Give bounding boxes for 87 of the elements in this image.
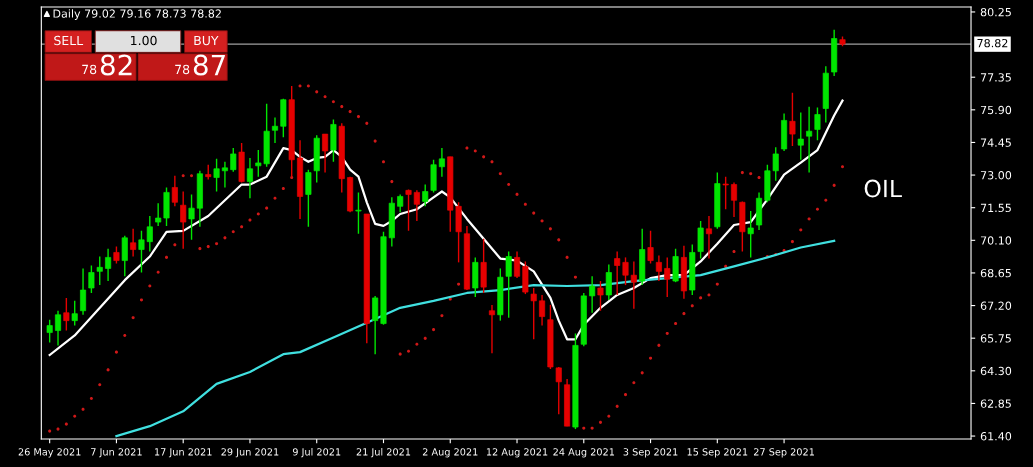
x-tick-label: 26 May 2021 [18, 448, 81, 458]
annotation: 82 [100, 54, 132, 76]
line-series [48, 99, 844, 357]
candlestick [221, 161, 228, 189]
y-tick-label: 61.40 [980, 432, 1012, 441]
annotation: BUY [194, 35, 219, 46]
y-tick-label: 62.85 [980, 399, 1011, 408]
x-tick-label: 29 Jun 2021 [221, 448, 279, 458]
x-tick-label: 9 Jul 2021 [292, 448, 341, 458]
candlestick [539, 294, 546, 327]
candlestick [597, 280, 604, 312]
x-tick-label: 24 Aug 2021 [553, 448, 615, 458]
candlestick [405, 188, 412, 232]
candlestick [789, 92, 796, 147]
candlestick [63, 297, 70, 332]
candlestick [180, 190, 187, 250]
candlestick [605, 263, 612, 301]
candlestick [246, 157, 253, 199]
candlestick [422, 183, 429, 208]
candlestick [413, 189, 420, 222]
candlestick [647, 230, 654, 265]
candlestick [797, 111, 804, 161]
candlestick [171, 175, 178, 208]
candlestick [806, 105, 813, 174]
candlestick [80, 267, 87, 316]
x-tick-label: 3 Sep 2021 [623, 448, 678, 458]
y-tick-label: 73.00 [980, 171, 1012, 180]
y-tick-label: 74.45 [980, 138, 1011, 147]
annotation: SELL [54, 35, 84, 46]
candlestick [121, 235, 128, 278]
text: OIL [864, 179, 902, 198]
candlestick [271, 116, 279, 144]
x-tick-label: 27 Sep 2021 [753, 448, 814, 458]
candlestick [747, 210, 754, 259]
y-tick-label: 64.30 [980, 366, 1012, 376]
candlestick [655, 254, 662, 282]
candlestick [505, 250, 512, 319]
x-tick-label: 12 Aug 2021 [486, 448, 548, 458]
candlestick [622, 256, 629, 286]
candlestick [372, 295, 379, 355]
candlestick [614, 250, 621, 296]
candlestick [96, 255, 103, 286]
candlestick [730, 181, 738, 218]
candlestick [514, 250, 521, 279]
x-tick-label: 2 Aug 2021 [422, 448, 478, 458]
candlestick [664, 256, 671, 298]
candlestick [230, 147, 237, 173]
y-tick-label: 70.10 [980, 236, 1012, 245]
x-tick-label: 21 Jul 2021 [356, 448, 411, 458]
candlestick [705, 215, 712, 260]
annotation: 1.00 [131, 35, 157, 46]
y-tick-label: 67.20 [980, 301, 1012, 310]
y-tick-label: 68.65 [980, 268, 1011, 278]
candlestick [213, 158, 220, 193]
y-tick-label: 65.75 [980, 334, 1011, 343]
line-series [115, 239, 836, 438]
candlestick [530, 287, 537, 341]
candlestick [488, 304, 495, 354]
annotation: 78 [82, 64, 97, 75]
candlestick [54, 310, 62, 347]
candlestick [46, 319, 53, 344]
candlestick [305, 168, 312, 228]
chart-title: Daily 79.02 79.16 78.73 78.82 [53, 9, 221, 20]
y-tick-label: 80.25 [980, 7, 1011, 17]
ref-line-label: 78.82 [977, 38, 1008, 48]
candlestick [105, 247, 112, 282]
candlestick [155, 202, 162, 227]
candlestick [697, 220, 704, 260]
y-tick-label: 77.35 [980, 73, 1011, 82]
candlestick [322, 133, 329, 174]
candlestick [355, 191, 362, 235]
candlestick [130, 228, 137, 258]
x-tick-label: 15 Sep 2021 [687, 448, 748, 458]
candlestick [438, 147, 445, 178]
candlestick [88, 264, 95, 294]
candlestick [188, 193, 195, 241]
x-tick-label: 17 Jun 2021 [155, 448, 212, 458]
annotation: 78 [175, 64, 190, 75]
candlestick [630, 260, 637, 310]
x-tick-label: 7 Jun 2021 [91, 448, 142, 458]
y-tick-label: 75.90 [980, 105, 1012, 115]
candlestick [71, 300, 78, 327]
y-tick-label: 71.55 [980, 203, 1011, 213]
annotation: 87 [193, 54, 225, 76]
candlestick [722, 175, 729, 210]
candlestick [589, 275, 596, 314]
candlestick [814, 106, 821, 141]
